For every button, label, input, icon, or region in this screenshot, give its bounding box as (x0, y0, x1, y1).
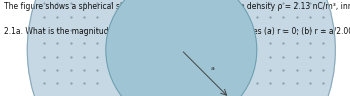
Ellipse shape (27, 0, 335, 96)
Text: The figure shows a spherical shell with uniform volume charge density ρ = 2.13 n: The figure shows a spherical shell with … (4, 2, 350, 11)
Text: 2.1a. What is the magnitude of the electric field at radial distances (a) r = 0;: 2.1a. What is the magnitude of the elect… (4, 27, 350, 36)
Text: a: a (211, 66, 215, 71)
Ellipse shape (106, 0, 257, 96)
